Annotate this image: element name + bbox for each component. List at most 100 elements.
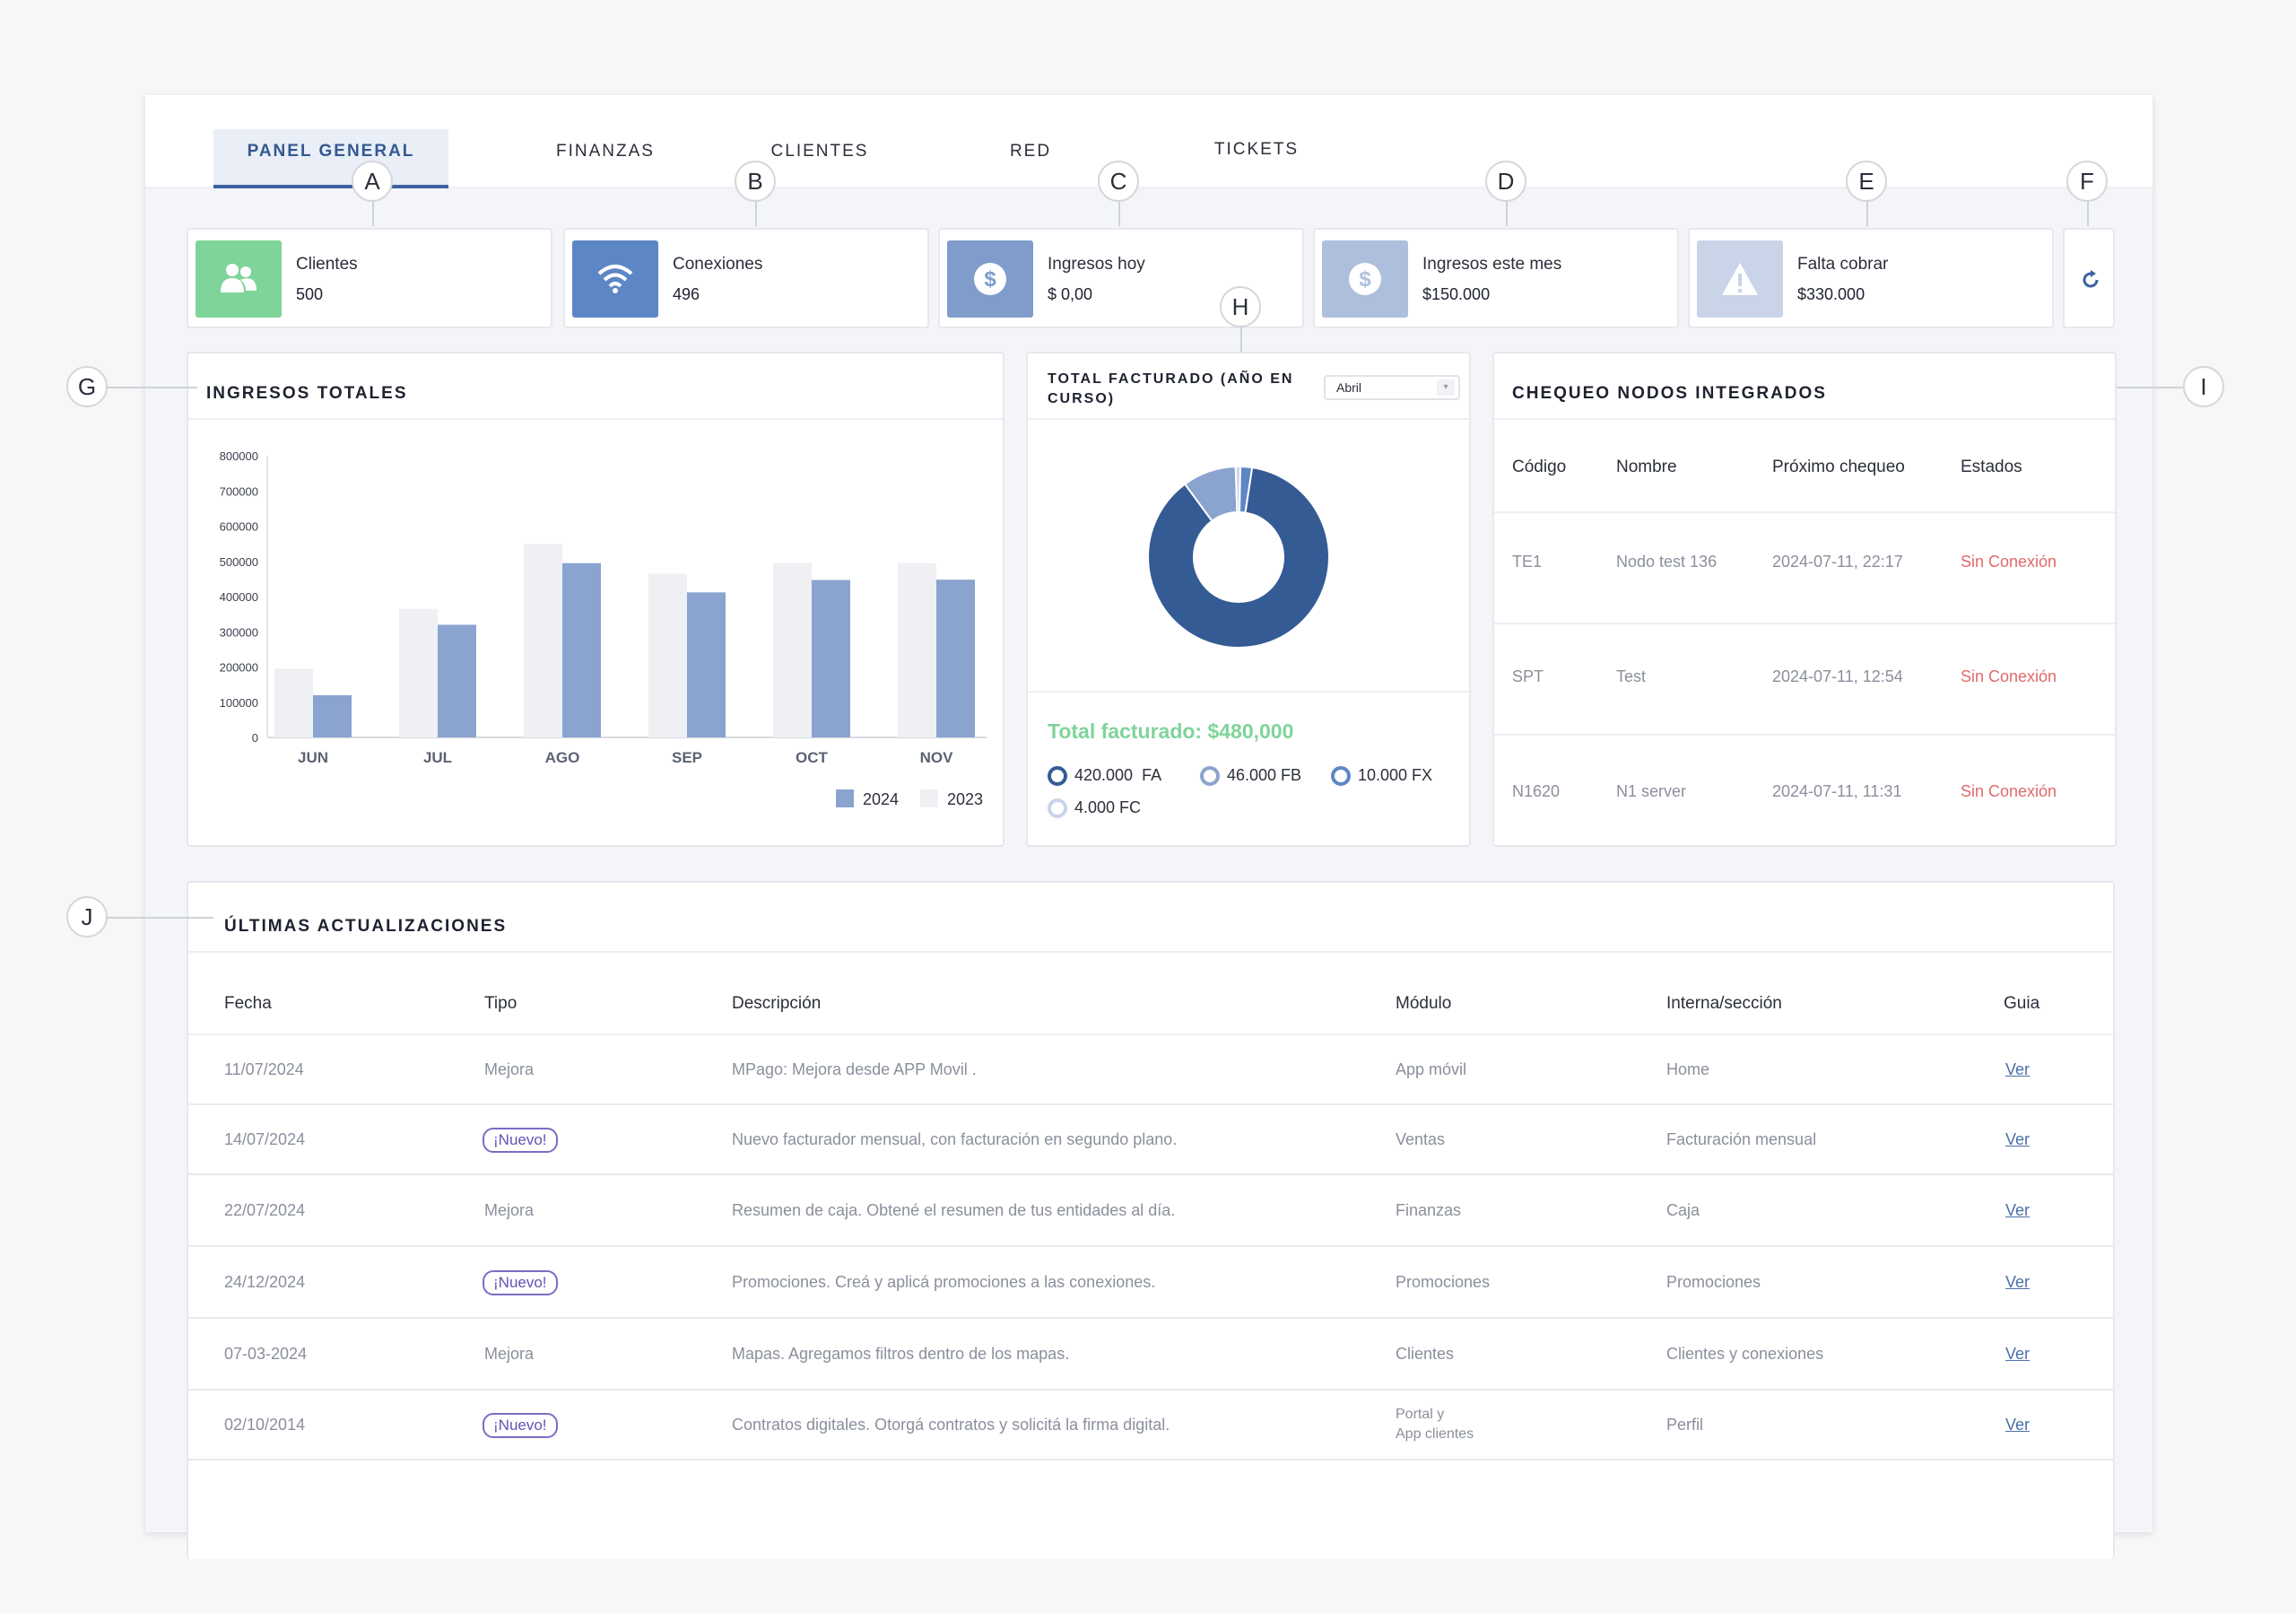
y-tick-label: 800000 — [220, 449, 258, 463]
month-select[interactable]: Abril ▾ — [1324, 375, 1460, 400]
facturado-donut-chart — [1147, 466, 1330, 649]
nuevo-badge: ¡Nuevo! — [483, 1413, 558, 1438]
nodo-nombre: Test — [1616, 667, 1647, 685]
stat-card-ingresos-hoy[interactable]: $ Ingresos hoy $ 0,00 — [938, 228, 1304, 328]
ver-link[interactable]: Ver — [2005, 1060, 2031, 1078]
callout-d: D — [1485, 161, 1526, 202]
update-modulo: Clientes — [1396, 1345, 1455, 1363]
facturado-legend-fx: 10.000 FX — [1331, 766, 1432, 787]
updates-panel: ÚLTIMAS ACTUALIZACIONES Fecha Tipo Descr… — [187, 881, 2115, 1559]
stat-card-falta-cobrar[interactable]: Falta cobrar $330.000 — [1688, 228, 2054, 328]
nodo-estado: Sin Conexión — [1961, 782, 2057, 800]
nodos-header-estados: Estados — [1961, 458, 2022, 476]
update-descripcion: Mapas. Agregamos filtros dentro de los m… — [732, 1345, 1070, 1363]
users-icon — [196, 240, 282, 318]
callout-f: F — [2066, 161, 2108, 202]
bar-2023 — [898, 562, 936, 737]
legend-ring-icon — [1200, 766, 1220, 787]
update-seccion: Home — [1666, 1060, 1710, 1078]
legend-label: 2023 — [947, 790, 983, 808]
update-modulo: App clientes — [1396, 1426, 1474, 1442]
stat-card-ingresos-mes[interactable]: $ Ingresos este mes $150.000 — [1313, 228, 1679, 328]
update-modulo: App móvil — [1396, 1060, 1467, 1078]
callout-h: H — [1220, 286, 1261, 327]
svg-text:$: $ — [1359, 267, 1371, 292]
table-row: 11/07/2024 Mejora MPago: Mejora desde APP … — [188, 1035, 2113, 1105]
update-seccion: Clientes y conexiones — [1666, 1345, 1824, 1363]
svg-text:$: $ — [984, 267, 996, 292]
stat-card-clientes[interactable]: Clientes 500 — [187, 228, 552, 328]
callout-c: C — [1098, 161, 1139, 202]
update-seccion: Perfil — [1666, 1416, 1704, 1434]
donut-slice — [1147, 466, 1330, 649]
updates-header-guia: Guia — [2004, 994, 2040, 1013]
update-fecha: 07-03-2024 — [224, 1345, 308, 1363]
legend-label: 2024 — [863, 790, 899, 808]
update-fecha: 11/07/2024 — [224, 1060, 304, 1078]
refresh-icon — [2083, 270, 2099, 288]
ingresos-panel: INGRESOS TOTALES 0 100000 200000 300000 4000… — [187, 352, 1004, 847]
update-tipo: Mejora — [484, 1345, 535, 1363]
stat-label: Ingresos este mes — [1422, 255, 1562, 274]
nodos-header-proximo: Próximo chequeo — [1772, 458, 1905, 476]
bar-2024 — [687, 592, 726, 737]
refresh-button[interactable] — [2063, 228, 2115, 328]
ver-link[interactable]: Ver — [2005, 1201, 2031, 1219]
ingresos-bar-chart: 0 100000 200000 300000 400000 500000 600000 700… — [220, 449, 987, 808]
update-modulo: Ventas — [1396, 1130, 1446, 1148]
update-descripcion: Resumen de caja. Obtené el resumen de tu… — [732, 1201, 1176, 1219]
x-tick-label: SEP — [672, 749, 702, 766]
update-fecha: 24/12/2024 — [224, 1273, 306, 1291]
ver-link[interactable]: Ver — [2005, 1130, 2031, 1148]
ver-link[interactable]: Ver — [2005, 1345, 2031, 1363]
tab-bar: PANEL GENERAL FINANZAS CLIENTES RED TICK… — [145, 95, 2152, 188]
table-row: 07-03-2024 Mejora Mapas. Agregamos filtros… — [188, 1319, 2113, 1391]
y-tick-label: 400000 — [220, 590, 258, 604]
nodos-header-nombre: Nombre — [1616, 458, 1677, 476]
stat-value: 496 — [673, 285, 700, 303]
tab-finanzas[interactable]: FINANZAS — [556, 142, 655, 161]
stat-label: Clientes — [296, 255, 358, 274]
nodos-panel: CHEQUEO NODOS INTEGRADOS Código Nombre P… — [1492, 352, 2117, 847]
legend-swatch — [836, 789, 854, 807]
x-tick-label: AGO — [545, 749, 580, 766]
bar-2023 — [773, 562, 812, 737]
facturado-total: Total facturado: $480,000 — [1048, 719, 1294, 743]
nodo-codigo: TE1 — [1512, 553, 1543, 571]
tab-red[interactable]: RED — [1009, 142, 1052, 161]
nodos-title: CHEQUEO NODOS INTEGRADOS — [1512, 384, 1827, 403]
stat-label: Conexiones — [673, 255, 763, 274]
tab-panel-general[interactable]: PANEL GENERAL — [213, 129, 448, 188]
x-tick-label: JUL — [423, 749, 452, 766]
nodo-estado: Sin Conexión — [1961, 553, 2057, 571]
nodo-estado: Sin Conexión — [1961, 667, 2057, 685]
y-tick-label: 0 — [252, 731, 258, 745]
bar-2024 — [313, 694, 352, 737]
update-fecha: 22/07/2024 — [224, 1201, 306, 1219]
nodo-codigo: N1620 — [1512, 782, 1561, 800]
nodo-proximo: 2024-07-11, 12:54 — [1772, 667, 1903, 685]
facturado-legend-fc: 4.000 FC — [1048, 798, 1141, 819]
callout-a: A — [352, 161, 393, 202]
nodo-proximo: 2024-07-11, 22:17 — [1772, 553, 1903, 571]
updates-header-modulo: Módulo — [1396, 994, 1452, 1013]
nodo-nombre: N1 server — [1616, 782, 1687, 800]
ver-link[interactable]: Ver — [2005, 1273, 2031, 1291]
tab-clientes[interactable]: CLIENTES — [770, 142, 869, 161]
stat-card-conexiones[interactable]: Conexiones 496 — [563, 228, 929, 328]
x-tick-label: OCT — [796, 749, 829, 766]
nuevo-badge: ¡Nuevo! — [483, 1270, 558, 1295]
updates-header-fecha: Fecha — [224, 994, 272, 1013]
legend-ring-icon — [1048, 798, 1067, 819]
table-row: 22/07/2024 Mejora Resumen de caja. Obtené … — [188, 1175, 2113, 1247]
facturado-panel: TOTAL FACTURADO (AÑO EN CURSO) Abril ▾ T… — [1026, 352, 1471, 847]
callout-j: J — [66, 896, 108, 937]
dashboard-window: PANEL GENERAL FINANZAS CLIENTES RED TICK… — [145, 95, 2152, 1559]
facturado-legend-fb: 46.000 FB — [1200, 766, 1301, 787]
ver-link[interactable]: Ver — [2005, 1416, 2031, 1434]
legend-ring-icon — [1048, 766, 1067, 787]
table-row: 14/07/2024 ¡Nuevo! Nuevo facturador mensua… — [188, 1105, 2113, 1175]
y-tick-label: 600000 — [220, 520, 258, 534]
bar-2024 — [562, 562, 601, 737]
tab-tickets[interactable]: TICKETS — [1213, 140, 1300, 159]
